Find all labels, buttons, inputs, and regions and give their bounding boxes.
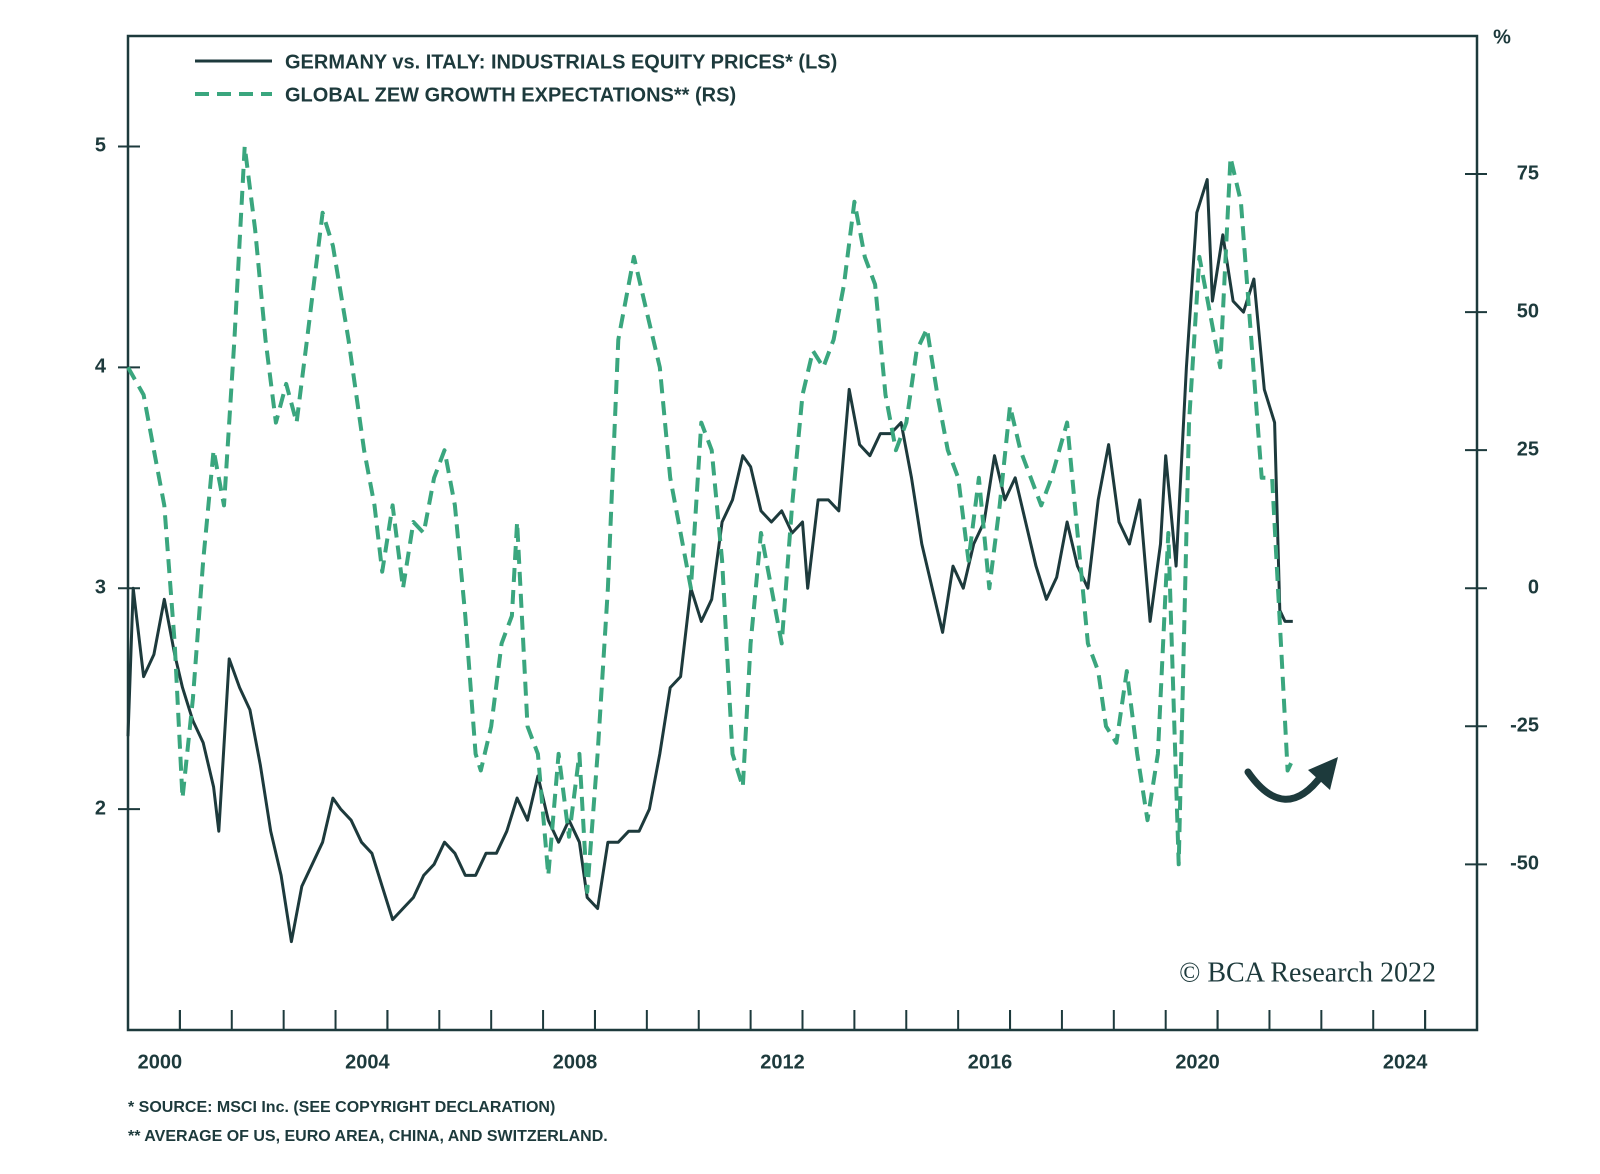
footnote: ** AVERAGE OF US, EURO AREA, CHINA, AND … [128, 1128, 608, 1145]
series-line [126, 144, 1295, 894]
y-tick-label: 3 [95, 577, 106, 599]
y2-tick-label: -25 [1510, 715, 1539, 737]
series-line [126, 178, 1293, 944]
footnote: * SOURCE: MSCI Inc. (SEE COPYRIGHT DECLA… [128, 1099, 555, 1116]
y2-tick-label: -50 [1510, 853, 1539, 875]
y2-tick-label: 75 [1517, 162, 1539, 184]
x-tick-label: 2008 [553, 1051, 598, 1073]
x-tick-label: 2024 [1383, 1051, 1428, 1073]
y2-tick-label: 0 [1528, 577, 1539, 599]
x-tick-label: 2016 [968, 1051, 1013, 1073]
x-tick-label: 2000 [138, 1051, 183, 1073]
x-tick-label: 2012 [760, 1051, 805, 1073]
y2-tick-label: 50 [1517, 300, 1539, 322]
arrow [1244, 768, 1326, 803]
copyright: © BCA Research 2022 [1179, 957, 1436, 988]
y2-tick-label: 25 [1517, 438, 1539, 460]
x-tick-label: 2020 [1175, 1051, 1220, 1073]
y-tick-label: 4 [95, 356, 107, 378]
x-tick-label: 2004 [345, 1051, 390, 1073]
y-tick-label: 2 [95, 797, 106, 819]
arrow-head [1308, 757, 1338, 790]
y-tick-label: 5 [95, 135, 106, 157]
y2-axis-label: % [1493, 26, 1511, 48]
legend-label: GLOBAL ZEW GROWTH EXPECTATIONS** (RS) [285, 84, 736, 106]
legend-label: GERMANY vs. ITALY: INDUSTRIALS EQUITY PR… [285, 51, 837, 73]
